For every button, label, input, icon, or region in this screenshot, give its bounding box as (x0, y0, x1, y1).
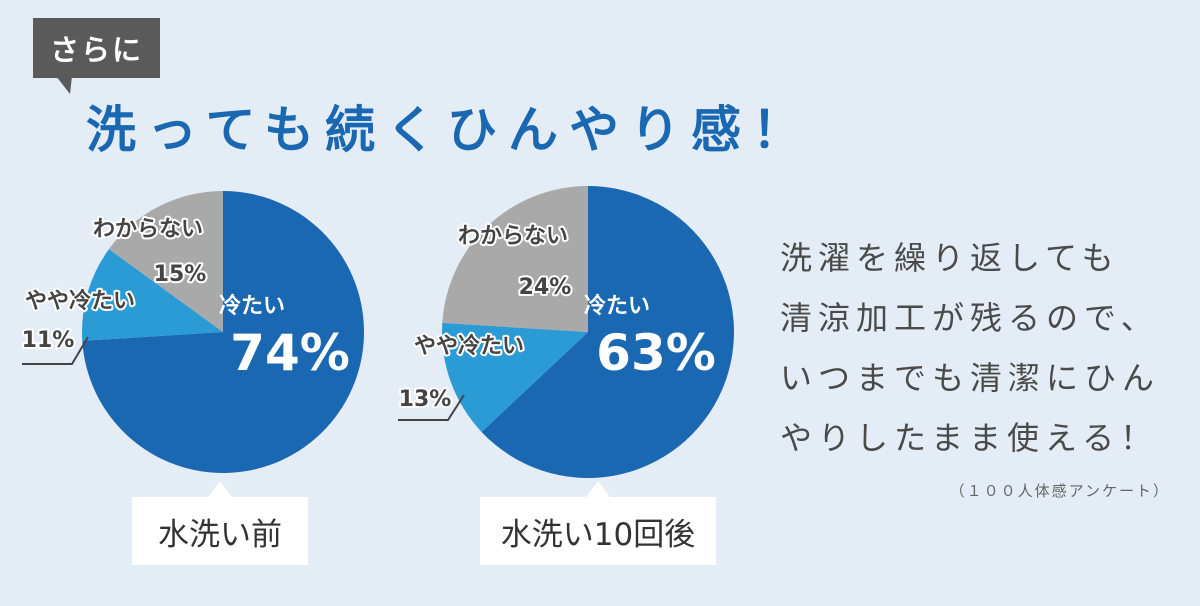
slice-label-slightly-cold: やや冷たい (25, 288, 135, 314)
pie-slice-2 (108, 191, 223, 332)
caption-before-text: 水洗い前 (158, 516, 282, 553)
pie-chart-after: 冷たい 63% わからない 24% やや冷たい 13% (397, 186, 734, 478)
pie-slice-1 (442, 322, 588, 432)
slice-value-unknown: 15% (154, 262, 207, 287)
badge-tail (56, 76, 72, 94)
pie-slice-0 (82, 191, 364, 474)
pie-chart-before: 冷たい 74% わからない 15% やや冷たい 11% (20, 191, 364, 474)
caption-arrow (586, 481, 610, 497)
slice-label-unknown: わからない (458, 224, 568, 249)
slice-value-unknown: 24% (519, 275, 572, 300)
slice-label-cold: 冷たい (219, 293, 285, 319)
pie-slice-0 (481, 186, 734, 478)
caption-before: 水洗い前 (132, 481, 308, 565)
slice-value-slightly-cold: 11% (22, 328, 75, 353)
description-line: 洗濯を繰り返しても (780, 239, 1120, 277)
pie-slice-2 (442, 186, 588, 332)
leader-line (22, 336, 89, 365)
description-line: やりしたまま使える！ (780, 419, 1159, 457)
slice-value-cold: 74% (230, 324, 350, 382)
slice-value-cold: 63% (596, 324, 716, 382)
badge: さらに (33, 18, 160, 78)
description-line: 清涼加工が残るので、 (780, 299, 1159, 337)
pie-slice-1 (82, 249, 223, 341)
slice-label-slightly-cold: やや冷たい (414, 333, 524, 359)
slice-value-slightly-cold: 13% (399, 387, 452, 412)
description-line: いつまでも清潔にひん (780, 359, 1161, 397)
description: 洗濯を繰り返しても 清涼加工が残るので、 いつまでも清潔にひん やりしたまま使え… (780, 228, 1190, 468)
slice-label-cold: 冷たい (584, 293, 650, 319)
caption-after-text: 水洗い10回後 (500, 516, 696, 553)
leader-line (398, 394, 465, 421)
headline: 洗っても続くひんやり感！ (86, 101, 813, 159)
survey-note: （１００人体感アンケート） (949, 482, 1170, 500)
caption-after: 水洗い10回後 (480, 481, 716, 565)
slice-label-unknown: わからない (93, 217, 203, 242)
caption-arrow (208, 481, 232, 497)
